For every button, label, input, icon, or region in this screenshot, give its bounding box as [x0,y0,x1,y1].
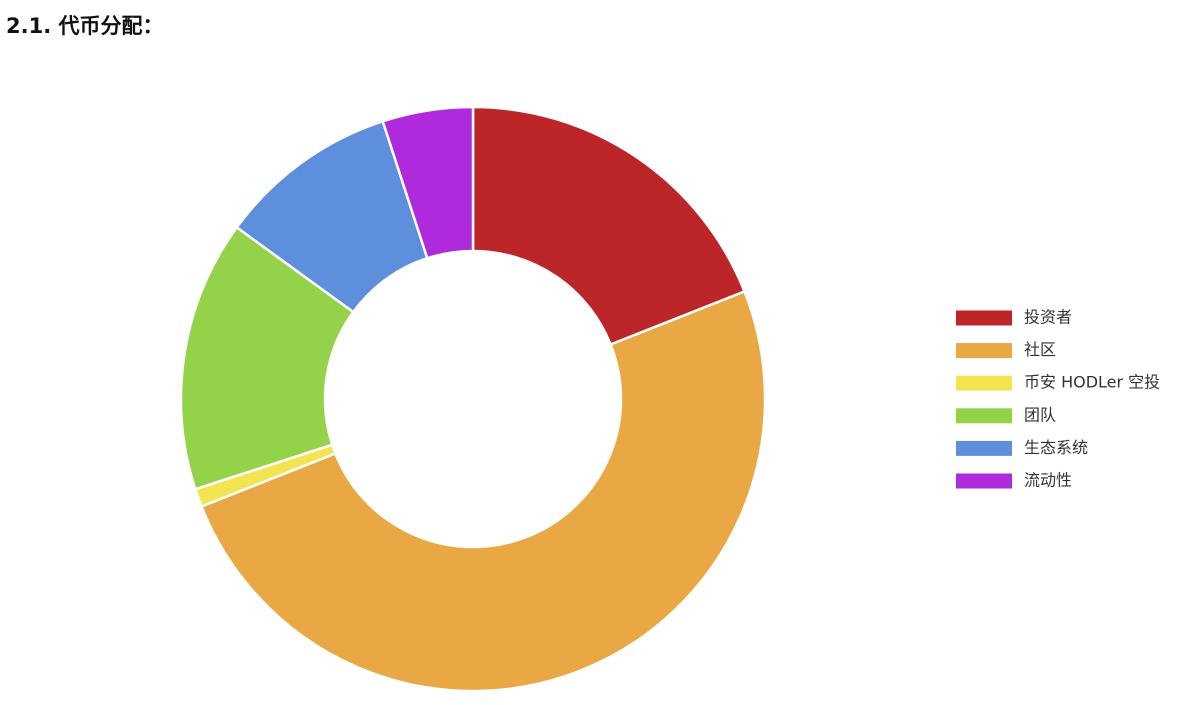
legend-swatch[interactable] [956,440,1012,456]
legend-swatch[interactable] [956,375,1012,391]
legend-swatch[interactable] [956,310,1012,326]
legend-swatch[interactable] [956,473,1012,489]
legend-label[interactable]: 团队 [1024,405,1056,424]
legend-label[interactable]: 流动性 [1024,471,1072,490]
legend-label[interactable]: 币安 HODLer 空投 [1024,373,1160,392]
chart-title: 2.1. 代币分配： [6,14,164,38]
donut-slice [199,289,767,693]
legend-swatch[interactable] [956,343,1012,359]
donut-slice [381,105,475,260]
legend-label[interactable]: 投资者 [1024,308,1072,327]
donut-slice [471,105,747,347]
legend-swatch[interactable] [956,408,1012,424]
legend-label[interactable]: 生态系统 [1024,438,1088,457]
legend-label[interactable]: 社区 [1024,340,1056,359]
donut-slice [179,225,356,491]
